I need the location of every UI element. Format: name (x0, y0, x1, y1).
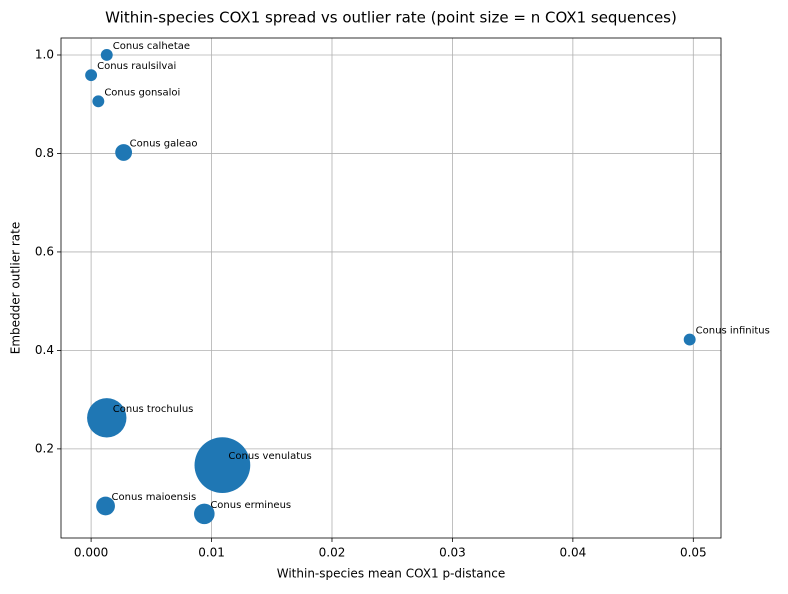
bubble (100, 49, 113, 61)
point-label: Conus raulsilvai (97, 61, 176, 72)
point-label: Conus galeao (130, 138, 198, 149)
bubble (87, 398, 127, 438)
y-tick-label: 0.4 (35, 343, 54, 357)
point-label: Conus venulatus (228, 451, 311, 462)
x-tick-label: 0.03 (439, 546, 466, 560)
x-axis-label: Within-species mean COX1 p-distance (277, 567, 506, 581)
point-label: Conus trochulus (113, 404, 194, 415)
y-tick-label: 1.0 (35, 47, 54, 61)
bubble (683, 333, 696, 346)
y-tick-label: 0.8 (35, 146, 54, 160)
x-tick-label: 0.02 (319, 546, 346, 560)
bubble (96, 496, 115, 516)
bubble (92, 95, 105, 108)
x-tick-label: 0.01 (198, 546, 225, 560)
bubble (194, 503, 215, 525)
point-label: Conus calhetae (113, 41, 190, 52)
bubble (115, 144, 133, 161)
point-label: Conus infinitus (696, 326, 770, 337)
bubble (85, 69, 98, 82)
point-label: Conus gonsaloi (104, 87, 180, 98)
y-tick-label: 0.2 (35, 441, 54, 455)
plot-frame (60, 37, 722, 539)
point-label: Conus ermineus (210, 500, 291, 511)
y-axis-label: Embedder outlier rate (9, 222, 23, 354)
bubble (194, 437, 251, 493)
x-tick-label: 0.000 (74, 546, 108, 560)
x-tick-label: 0.05 (680, 546, 707, 560)
chart-title: Within-species COX1 spread vs outlier ra… (105, 9, 677, 27)
point-label: Conus maioensis (112, 492, 197, 503)
x-tick-label: 0.04 (560, 546, 587, 560)
y-tick-label: 0.6 (35, 244, 54, 258)
